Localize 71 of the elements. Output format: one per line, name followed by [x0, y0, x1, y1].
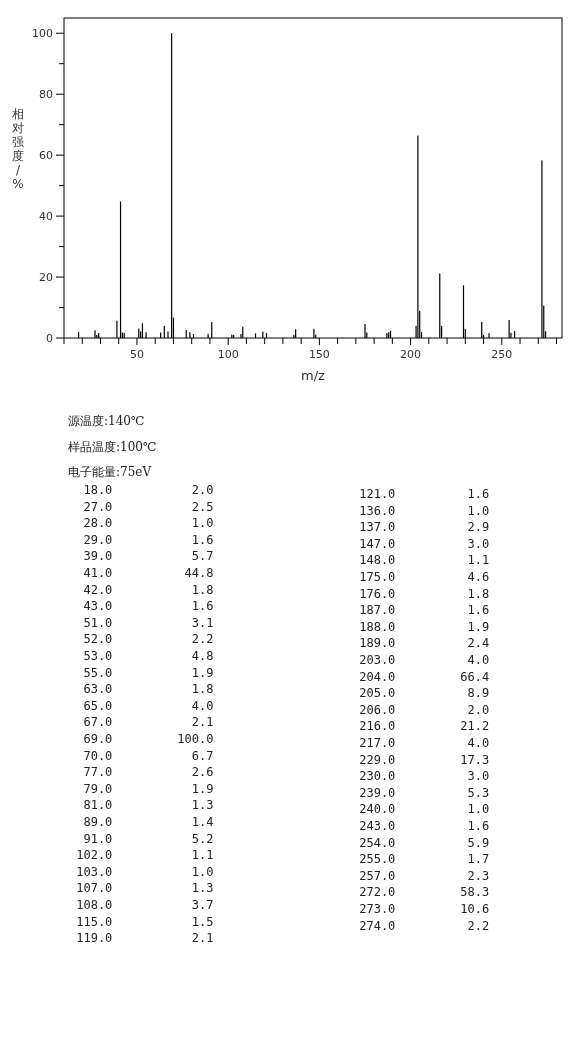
y-tick-label: 60	[39, 149, 53, 163]
text: 41.0 44.8	[69, 566, 214, 580]
text: 29.0 1.6	[69, 532, 214, 547]
text: 176.0 1.8	[352, 586, 490, 601]
text: 39.0 5.7	[69, 549, 214, 564]
text: 137.0 2.9	[352, 520, 490, 535]
text: 89.0 1.4	[69, 815, 214, 829]
text: 204.0 66.4	[352, 669, 490, 684]
text: 79.0 1.9	[69, 781, 214, 796]
text: 115.0 1.5	[69, 914, 214, 929]
text: 216.0 21.2	[352, 719, 490, 734]
y-tick-label: 100	[32, 27, 53, 41]
text: 样品温度:100℃	[68, 439, 157, 454]
text: 255.0 1.7	[352, 852, 490, 867]
text: 175.0 4.6	[352, 570, 490, 584]
text: 148.0 1.1	[352, 553, 490, 568]
text: 102.0 1.1	[69, 848, 214, 863]
text: 70.0 6.7	[69, 748, 214, 763]
text: 43.0 1.6	[69, 599, 214, 614]
text: 81.0 1.3	[69, 798, 214, 813]
text: 187.0 1.6	[352, 603, 490, 618]
text: 103.0 1.0	[69, 864, 214, 879]
text: 239.0 5.3	[352, 785, 490, 800]
text: 源温度:140℃	[68, 414, 145, 428]
text: 217.0 4.0	[352, 736, 490, 750]
text: 电子能量:75eV	[68, 465, 152, 479]
text: 65.0 4.0	[69, 698, 214, 713]
text: 51.0 3.1	[69, 615, 214, 630]
text: 188.0 1.9	[352, 619, 490, 634]
text: 272.0 58.3	[352, 885, 490, 900]
text: 42.0 1.8	[69, 582, 214, 597]
text: 27.0 2.5	[69, 499, 214, 514]
text: 69.0 100.0	[69, 732, 214, 746]
text: 206.0 2.0	[352, 702, 490, 717]
y-axis-title: 相对强度/%	[12, 107, 24, 191]
y-tick-label: 40	[39, 210, 53, 224]
y-tick-label: 20	[39, 271, 53, 285]
x-tick-label: 250	[491, 348, 513, 361]
text: 108.0 3.7	[69, 898, 214, 912]
text: 121.0 1.6	[352, 487, 490, 501]
text: 254.0 5.9	[352, 835, 490, 850]
text: 274.0 2.2	[352, 918, 490, 933]
x-axis-title: m/z	[301, 368, 326, 383]
text: 147.0 3.0	[352, 536, 490, 551]
text: 52.0 2.2	[69, 632, 214, 647]
y-tick-label: 80	[39, 88, 53, 102]
text: 273.0 10.6	[352, 902, 490, 916]
text: 243.0 1.6	[352, 819, 490, 833]
text: 136.0 1.0	[352, 503, 490, 518]
x-tick-label: 100	[217, 348, 239, 361]
text: 229.0 17.3	[352, 752, 490, 767]
text: 107.0 1.3	[69, 881, 214, 896]
text: 18.0 2.0	[69, 483, 214, 497]
text: 28.0 1.0	[69, 516, 214, 531]
text: 189.0 2.4	[352, 636, 490, 651]
text: 119.0 2.1	[69, 931, 214, 946]
x-tick-label: 50	[129, 348, 144, 361]
text: 230.0 3.0	[352, 769, 490, 784]
text: 240.0 1.0	[352, 802, 490, 817]
text: 205.0 8.9	[352, 686, 490, 701]
x-tick-label: 200	[400, 348, 422, 361]
text: 91.0 5.2	[69, 831, 214, 846]
text: 63.0 1.8	[69, 682, 214, 697]
y-tick-label: 0	[46, 332, 53, 345]
text: 55.0 1.9	[69, 665, 214, 680]
text: 257.0 2.3	[352, 868, 490, 883]
text: 203.0 4.0	[352, 653, 490, 667]
x-tick-label: 150	[308, 348, 330, 361]
text: 67.0 2.1	[69, 715, 214, 730]
text: 53.0 4.8	[69, 649, 214, 663]
text: 77.0 2.6	[69, 765, 214, 780]
